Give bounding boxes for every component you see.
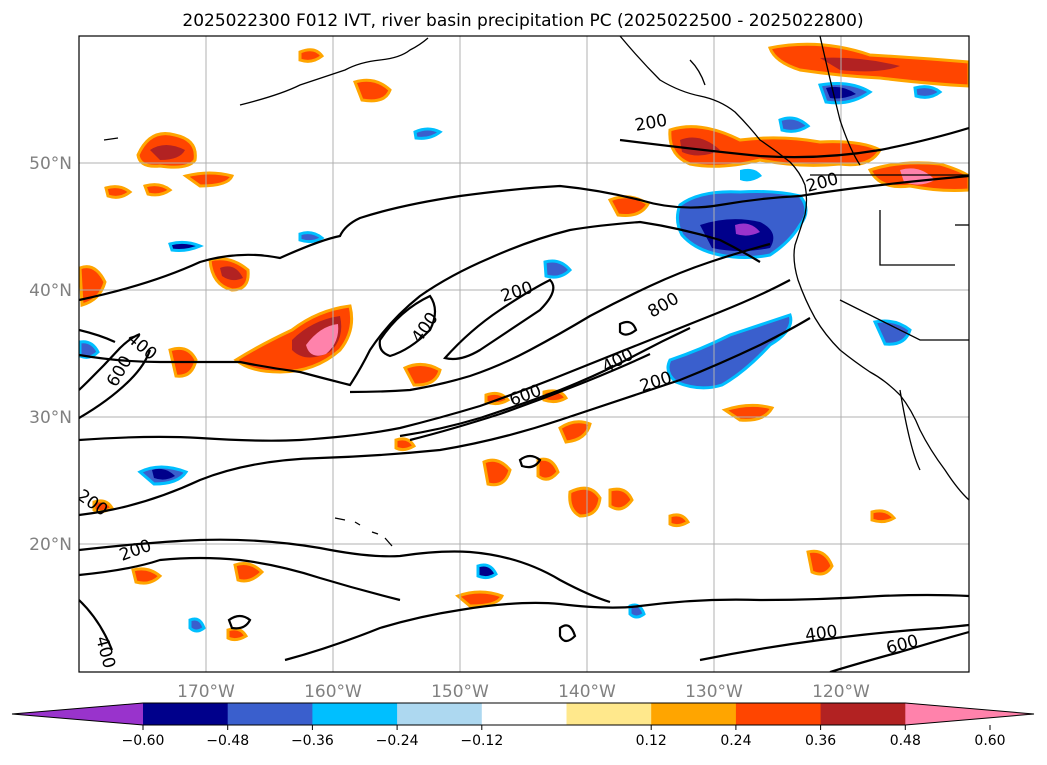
colorbar-swatch <box>820 703 906 725</box>
colorbar-swatch <box>143 703 229 725</box>
coastlines <box>103 36 969 547</box>
lat-label: 50°N <box>29 154 72 174</box>
colorbar-swatch <box>397 703 483 725</box>
colorbar-tick-label: −0.24 <box>376 733 419 749</box>
colorbar-swatch <box>481 703 567 725</box>
lon-label: 160°W <box>304 682 362 702</box>
colorbar-tick-label: 0.60 <box>974 733 1005 749</box>
lon-label: 170°W <box>177 682 235 702</box>
lat-label: 40°N <box>29 281 72 301</box>
lon-label: 140°W <box>558 682 616 702</box>
colorbar-tick-label: 0.36 <box>805 733 836 749</box>
colorbar-tick-label: −0.60 <box>122 733 165 749</box>
colorbar: −0.60 −0.48 −0.36 −0.24 −0.12 0.12 0.24 0.36 0.4… <box>11 702 1035 749</box>
colorbar-swatch <box>227 703 313 725</box>
colorbar-tick-label: −0.12 <box>460 733 503 749</box>
figure-title: 2025022300 F012 IVT, river basin precipi… <box>182 11 863 31</box>
colorbar-tick-label: 0.48 <box>890 733 921 749</box>
lon-label: 130°W <box>685 682 743 702</box>
colorbar-swatch <box>312 703 398 725</box>
ivt-contours <box>79 126 969 672</box>
colorbar-swatch <box>735 703 822 725</box>
graticule <box>79 36 969 672</box>
colorbar-swatch <box>651 703 737 725</box>
colorbar-tick-label: −0.48 <box>206 733 249 749</box>
contour-label: 400 <box>804 622 839 646</box>
colorbar-tick-label: −0.36 <box>291 733 334 749</box>
lat-label: 20°N <box>29 535 72 555</box>
colorbar-extend-low <box>12 703 143 725</box>
map-area: 200 200 200 200 200 200 400 400 400 400 … <box>79 36 969 672</box>
map-frame <box>78 35 970 673</box>
lon-label: 150°W <box>431 682 489 702</box>
lon-label: 120°W <box>812 682 870 702</box>
negative-precip-patches <box>79 82 943 633</box>
positive-precip-patches <box>79 42 969 642</box>
colorbar-tick-label: 0.12 <box>636 733 667 749</box>
lat-label: 30°N <box>29 408 72 428</box>
colorbar-tick-label: 0.24 <box>720 733 751 749</box>
colorbar-swatch <box>566 703 652 725</box>
colorbar-extend-high <box>905 703 1034 725</box>
